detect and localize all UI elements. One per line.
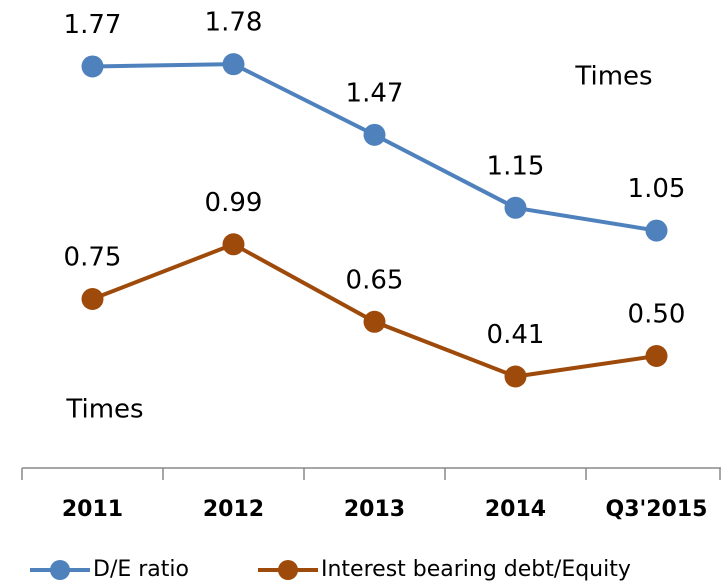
- data-label: 1.47: [346, 78, 404, 108]
- data-label: 1.77: [64, 10, 122, 40]
- data-label: 0.41: [487, 320, 545, 350]
- point: [363, 123, 386, 146]
- data-label: 0.75: [64, 243, 122, 273]
- data-label: 1.78: [205, 8, 263, 38]
- data-label: 1.15: [487, 151, 545, 181]
- annotation: Times: [574, 62, 652, 92]
- point: [363, 310, 386, 333]
- x-tick-label: 2012: [203, 497, 264, 522]
- point: [504, 365, 527, 388]
- point: [222, 53, 245, 76]
- data-label: 0.50: [628, 300, 686, 330]
- legend-label: D/E ratio: [93, 557, 189, 582]
- point: [504, 196, 527, 219]
- point: [81, 55, 104, 78]
- point: [81, 288, 104, 310]
- legend-marker: [50, 560, 70, 580]
- point: [645, 219, 668, 242]
- point: [645, 345, 668, 367]
- x-tick-label: Q3'2015: [606, 497, 708, 522]
- point: [222, 233, 245, 256]
- annotation: Times: [65, 395, 143, 425]
- series-line: [91, 242, 657, 379]
- x-tick-label: 2013: [344, 497, 405, 522]
- x-tick-label: 2011: [62, 497, 123, 522]
- legend-marker: [278, 560, 298, 580]
- data-label: 1.05: [628, 174, 686, 204]
- legend-label: Interest bearing debt/Equity: [321, 557, 631, 582]
- x-tick-label: 2014: [485, 497, 546, 522]
- data-label: 0.99: [205, 188, 263, 218]
- data-label: 0.65: [346, 265, 404, 295]
